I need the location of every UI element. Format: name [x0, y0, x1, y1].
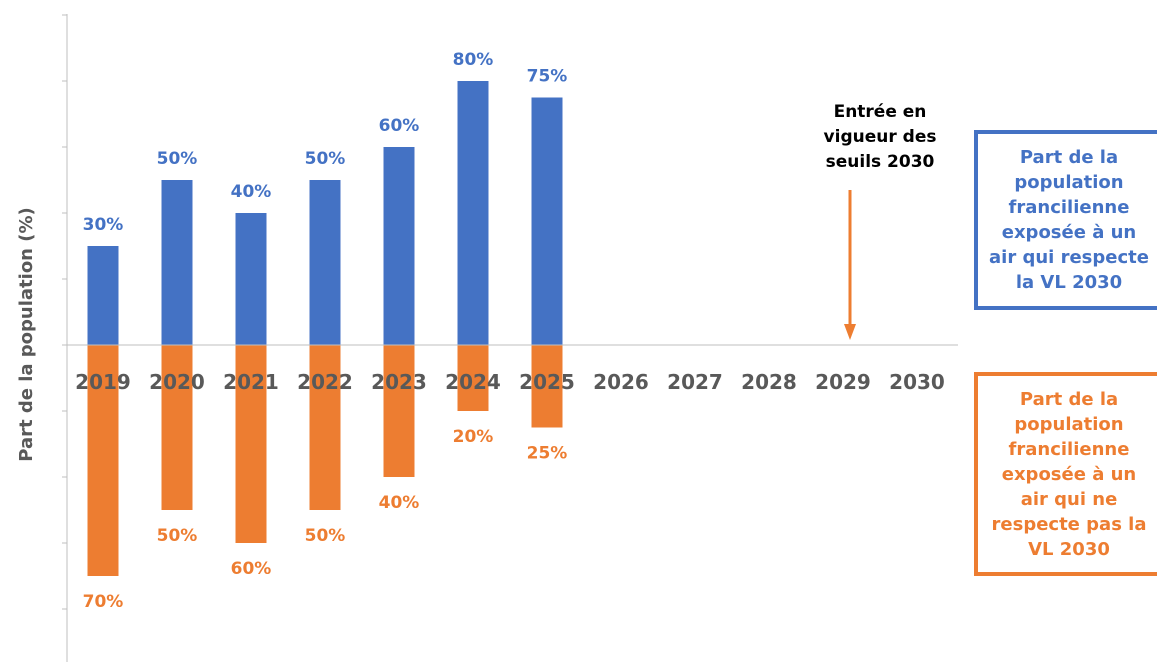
data-label: 40%	[231, 182, 272, 202]
legend-line: population	[1014, 172, 1124, 193]
legend-line: francilienne	[1008, 197, 1130, 218]
legend-ne-respecte-pas: Part de la population francilienne expos…	[974, 372, 1157, 576]
bar-ne-respecte-pas-2023	[383, 345, 415, 477]
x-tick-label: 2019	[75, 370, 131, 394]
bar-respecte-2020	[161, 180, 193, 345]
bar-ne-respecte-pas-2022	[309, 345, 341, 510]
legend-line: air qui ne	[1020, 488, 1118, 510]
legend-line: VL 2030	[1028, 538, 1110, 560]
data-label: 30%	[83, 215, 124, 235]
legend-line: air qui respecte	[989, 247, 1149, 268]
data-label: 70%	[83, 592, 124, 612]
x-tick-label: 2023	[371, 370, 427, 394]
data-label: 80%	[453, 50, 494, 70]
legend-ne-respecte-pas-text: Part de la population francilienne expos…	[992, 387, 1147, 562]
annotation-text: Entrée en vigueur des seuils 2030	[810, 100, 950, 175]
annotation-line: vigueur des	[823, 127, 937, 147]
x-tick-label: 2027	[667, 370, 723, 394]
data-label: 60%	[379, 116, 420, 136]
data-label: 50%	[157, 526, 198, 546]
data-label: 50%	[305, 526, 346, 546]
bar-respecte-2023	[383, 147, 415, 345]
annotation-line: Entrée en	[833, 102, 927, 122]
x-tick-label: 2024	[445, 370, 501, 394]
x-tick-label: 2028	[741, 370, 797, 394]
x-tick-label: 2021	[223, 370, 279, 394]
legend-line: exposée à un	[1001, 463, 1137, 485]
bar-ne-respecte-pas-2019	[87, 345, 119, 576]
bar-respecte-2019	[87, 246, 119, 345]
data-label: 50%	[157, 149, 198, 169]
data-label: 75%	[527, 67, 568, 87]
annotation-arrow-head	[844, 324, 856, 340]
x-tick-label: 2029	[815, 370, 871, 394]
annotation-line: seuils 2030	[825, 152, 935, 172]
legend-line: la VL 2030	[1015, 272, 1123, 293]
legend-line: Part de la	[1019, 388, 1119, 410]
legend-respecte-text: Part de la population francilienne expos…	[989, 145, 1149, 295]
x-tick-label: 2026	[593, 370, 649, 394]
bar-ne-respecte-pas-2021	[235, 345, 267, 543]
legend-line: exposée à un	[1001, 222, 1137, 243]
data-label: 25%	[527, 444, 568, 464]
bar-ne-respecte-pas-2025	[531, 345, 563, 428]
x-tick-label: 2022	[297, 370, 353, 394]
legend-line: respecte pas la	[991, 513, 1147, 535]
legend-line: population	[1014, 413, 1124, 435]
x-tick-label: 2020	[149, 370, 205, 394]
bar-ne-respecte-pas-2020	[161, 345, 193, 510]
data-label: 60%	[231, 559, 272, 579]
legend-respecte: Part de la population francilienne expos…	[974, 130, 1157, 310]
legend-line: Part de la	[1019, 147, 1119, 168]
bar-respecte-2024	[457, 81, 489, 345]
bar-respecte-2022	[309, 180, 341, 345]
x-tick-label: 2030	[889, 370, 945, 394]
bar-respecte-2021	[235, 213, 267, 345]
data-label: 40%	[379, 493, 420, 513]
data-label: 20%	[453, 427, 494, 447]
x-tick-label: 2025	[519, 370, 575, 394]
bar-respecte-2025	[531, 97, 563, 345]
legend-line: francilienne	[1008, 438, 1130, 460]
data-label: 50%	[305, 149, 346, 169]
bar-ne-respecte-pas-2024	[457, 345, 489, 411]
